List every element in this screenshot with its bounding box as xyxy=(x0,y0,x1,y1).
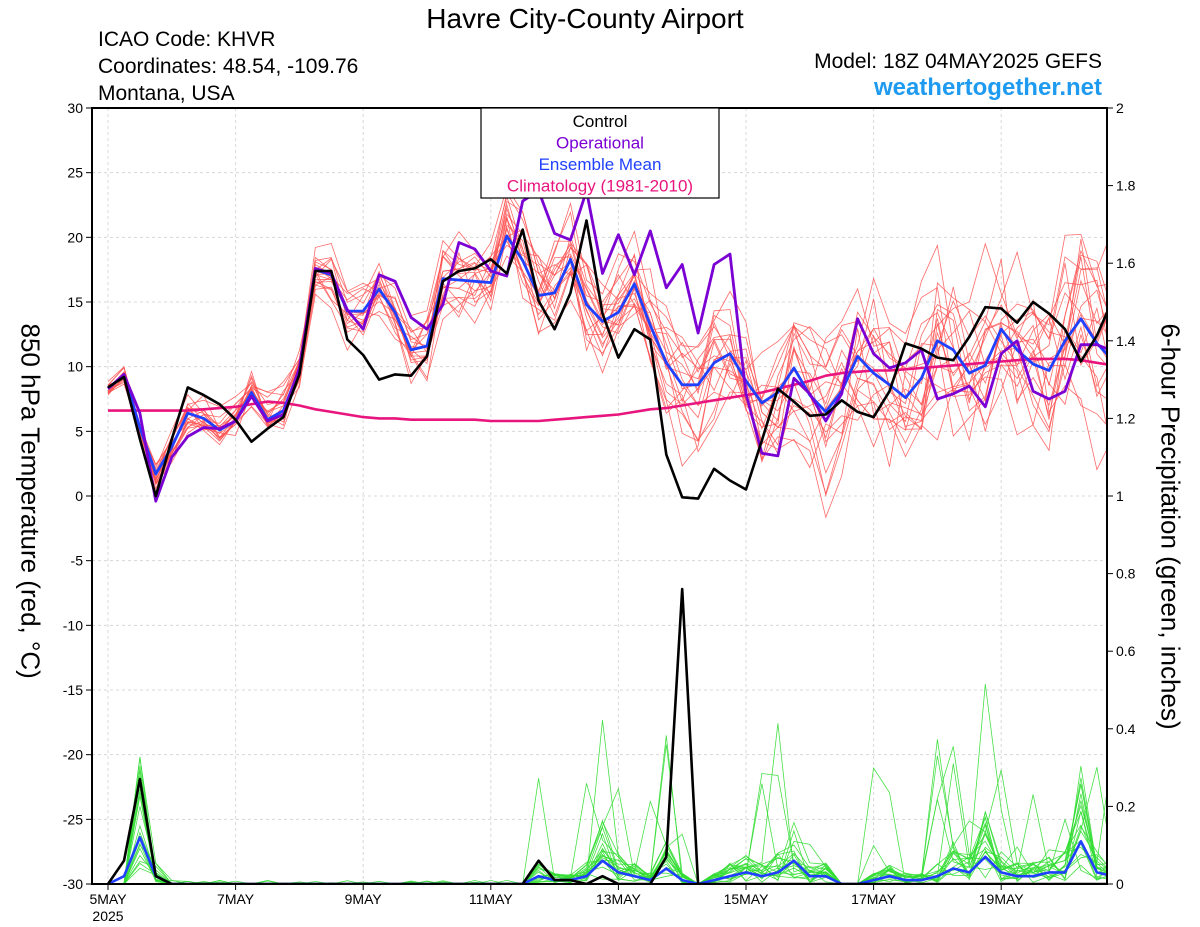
y-tick-label: -30 xyxy=(63,876,83,892)
precip-member-line xyxy=(108,842,1107,884)
legend-item: Control xyxy=(573,112,628,131)
y-tick-label: -5 xyxy=(71,553,84,569)
y-tick-label: 30 xyxy=(67,100,83,116)
y2-tick-label: 1.4 xyxy=(1116,333,1136,349)
precip-member-line xyxy=(108,720,1107,884)
x-tick-label: 17MAY xyxy=(851,891,897,907)
precip-member-line xyxy=(108,723,1107,884)
icao-code: ICAO Code: KHVR xyxy=(98,28,276,51)
y-tick-label: 25 xyxy=(67,165,83,181)
temp-member-line xyxy=(107,228,1107,484)
x-tick-label: 19MAY xyxy=(979,891,1025,907)
chart-title: Havre City-County Airport xyxy=(426,3,744,34)
y-tick-label: 10 xyxy=(67,359,83,375)
precip-member-line xyxy=(108,735,1107,884)
temp-member-line xyxy=(107,210,1107,466)
y-tick-label: -15 xyxy=(63,682,83,698)
main-series xyxy=(106,189,1107,884)
legend-item: Ensemble Mean xyxy=(539,155,662,174)
legend-box xyxy=(480,107,720,199)
y-tick-label: 0 xyxy=(75,488,83,504)
x-tick-label: 13MAY xyxy=(596,891,642,907)
y-tick-label: -25 xyxy=(63,811,83,827)
x-tick-label: 5MAY xyxy=(89,891,127,907)
x-tick-label: 15MAY xyxy=(724,891,770,907)
y-tick-label: -10 xyxy=(63,617,83,633)
location: Montana, USA xyxy=(98,82,235,105)
precip-member-line xyxy=(108,773,1107,884)
ensemble-mean-line xyxy=(107,234,1107,476)
temp-member-line xyxy=(107,213,1107,466)
y-tick-label: -20 xyxy=(63,747,83,763)
x-tick-year: 2025 xyxy=(92,908,123,924)
y2-tick-label: 1.6 xyxy=(1116,255,1136,271)
legend-item: Operational xyxy=(556,134,644,153)
y2-tick-label: 0.2 xyxy=(1116,798,1136,814)
right-axis-ticks: 0 0.2 0.4 0.6 0.8 1 1.2 1.4 1.6 1.8 2 xyxy=(1107,100,1136,892)
left-axis-ticks: -30 -25 -20 -15 -10 -5 0 5 10 15 20 25 30 xyxy=(63,100,92,892)
y2-tick-label: 0.6 xyxy=(1116,643,1136,659)
temp-member-line xyxy=(107,204,1107,481)
grid-lines xyxy=(92,108,1107,884)
x-tick-label: 11MAY xyxy=(469,891,513,907)
precip-member-line xyxy=(108,821,1107,884)
temp-member-line xyxy=(107,200,1107,485)
legend-item: Climatology (1981-2010) xyxy=(507,177,693,196)
legend: Control Operational Ensemble Mean Climatolo… xyxy=(480,107,720,199)
ensemble-mean-precip-line xyxy=(107,836,1107,884)
x-tick-label: 9MAY xyxy=(345,891,383,907)
control-precip-line xyxy=(106,587,1107,884)
y-tick-label: 5 xyxy=(75,423,83,439)
temp-member-line xyxy=(107,201,1107,490)
y2-tick-label: 1.8 xyxy=(1116,178,1136,194)
y2-tick-label: 0.4 xyxy=(1116,721,1136,737)
coordinates: Coordinates: 48.54, -109.76 xyxy=(98,55,359,78)
y-tick-label: 15 xyxy=(67,294,83,310)
operational-line xyxy=(107,189,1107,503)
x-tick-label: 7MAY xyxy=(217,891,255,907)
model-run: Model: 18Z 04MAY2025 GEFS xyxy=(814,50,1102,73)
precip-member-line xyxy=(108,683,1107,884)
x-axis-ticks: 5MAY 7MAY 9MAY 11MAY 13MAY 15MAY 17MAY 19MAY 202… xyxy=(89,884,1024,924)
temp-member-line xyxy=(107,235,1107,519)
y2-tick-label: 1 xyxy=(1116,488,1124,504)
precip-members xyxy=(108,683,1107,884)
temp-member-line xyxy=(107,207,1107,484)
control-line xyxy=(107,219,1107,500)
y2-tick-label: 0.8 xyxy=(1116,566,1136,582)
precip-member-line xyxy=(108,756,1107,884)
y-tick-label: 20 xyxy=(67,229,83,245)
y2-tick-label: 1.2 xyxy=(1116,410,1136,426)
y2-tick-label: 0 xyxy=(1116,876,1124,892)
precip-member-line xyxy=(108,769,1107,884)
y2-tick-label: 2 xyxy=(1116,100,1124,116)
temp-member-line xyxy=(107,233,1107,475)
temp-member-line xyxy=(107,191,1107,482)
website-link[interactable]: weathertogether.net xyxy=(873,74,1102,101)
precip-member-line xyxy=(108,777,1107,884)
temp-member-line xyxy=(107,195,1107,480)
